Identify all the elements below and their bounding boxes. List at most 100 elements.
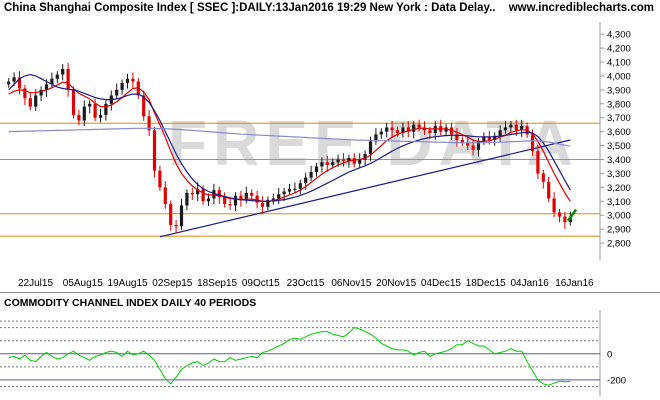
x-tick-label: 04Dec15 [421, 278, 461, 289]
price-y-tick-label: 2,800 [607, 239, 631, 250]
candle-body [163, 187, 167, 205]
candle-body [379, 131, 383, 135]
price-y-tick-label: 3,800 [607, 99, 631, 110]
candle-body [23, 88, 27, 99]
candle-body [12, 77, 16, 82]
candle-body [28, 98, 32, 107]
candle-body [482, 137, 486, 142]
candle-body [282, 191, 286, 195]
candle-body [557, 212, 562, 217]
candle-body [206, 198, 211, 202]
candle-body [422, 127, 427, 131]
candle-body [55, 74, 59, 79]
candle-body [417, 124, 421, 128]
candle-body [341, 159, 346, 161]
x-tick-label: 23Oct15 [287, 278, 325, 289]
candle-body [66, 68, 70, 90]
price-y-tick-label: 2,900 [607, 225, 631, 236]
candle-body [520, 126, 524, 131]
candle-body [363, 153, 367, 160]
candle-body [271, 198, 275, 200]
candle-body [44, 84, 49, 90]
candle-body [98, 114, 103, 118]
candle-body [82, 106, 86, 121]
candle-body [277, 194, 281, 199]
website-label[interactable]: www.incrediblecharts.com [508, 2, 654, 14]
cci-title: COMMODITY CHANNEL INDEX DAILY 40 PERIODS [4, 297, 257, 309]
x-tick-label: 06Nov15 [331, 278, 371, 289]
price-y-tick-label: 3,500 [607, 141, 631, 152]
candle-body [428, 130, 432, 134]
candle-body [93, 103, 97, 118]
candle-body [493, 135, 497, 140]
candle-body [514, 124, 518, 131]
cci-line [8, 327, 571, 386]
candle-body [547, 181, 551, 199]
ma_medium-line [8, 73, 571, 202]
candle-body [385, 127, 389, 132]
candle-body [71, 89, 76, 115]
candle-body [120, 82, 124, 90]
candle-body [266, 199, 270, 207]
candle-body [476, 141, 481, 150]
candle-body [455, 134, 459, 140]
candle-body [304, 177, 308, 184]
candle-body [433, 126, 437, 134]
x-tick-label: 20Nov15 [376, 278, 416, 289]
candle-body [244, 192, 248, 200]
candle-body [255, 195, 259, 203]
candle-body [201, 188, 205, 202]
candle-body [449, 127, 454, 135]
candle-body [50, 78, 54, 85]
price-y-tick-label: 4,100 [607, 58, 631, 69]
price-y-tick-label: 4,000 [607, 71, 631, 82]
candle-body [358, 159, 362, 164]
candle-body [498, 130, 502, 136]
chart-title: China Shanghai Composite Index [ SSEC ]:… [4, 2, 496, 14]
candle-body [212, 190, 216, 199]
candle-body [34, 95, 38, 107]
candle-body [77, 114, 81, 121]
candle-body [568, 217, 572, 223]
candle-body [7, 81, 11, 85]
candle-body [228, 204, 232, 206]
candle-body [169, 204, 173, 225]
x-tick-label: 22Jul15 [18, 278, 53, 289]
latest-bar-marker [566, 208, 578, 222]
candle-body [503, 127, 508, 131]
candle-body [390, 127, 394, 131]
x-tick-label: 19Aug15 [108, 278, 148, 289]
price-y-tick-label: 3,900 [607, 85, 631, 96]
candle-body [395, 130, 400, 134]
candle-body [314, 166, 319, 173]
x-tick-label: 18Sep15 [197, 278, 237, 289]
candle-body [487, 137, 491, 140]
candle-body [374, 134, 378, 142]
price-y-tick-label: 3,100 [607, 197, 631, 208]
price-y-tick-label: 3,200 [607, 183, 631, 194]
candle-body [131, 78, 135, 82]
candle-body [115, 89, 119, 96]
candle-body [223, 197, 227, 205]
candle-body [347, 158, 351, 161]
price-y-tick-label: 3,300 [607, 169, 631, 180]
candle-body [541, 173, 545, 182]
candle-body [412, 124, 416, 132]
candle-body [471, 145, 475, 150]
ma_long-line [8, 127, 571, 147]
candle-body [563, 216, 567, 223]
candle-body [104, 103, 108, 115]
x-tick-label: 05Aug15 [63, 278, 103, 289]
candle-body [309, 172, 313, 178]
cci-y-tick-label: 0 [607, 349, 612, 360]
candle-body [17, 77, 22, 89]
candle-body [320, 162, 324, 167]
candle-body [552, 198, 556, 213]
x-tick-label: 02Sep15 [152, 278, 192, 289]
candle-body [260, 202, 265, 207]
candle-body [190, 192, 194, 195]
candle-body [287, 188, 292, 192]
candle-body [152, 130, 157, 171]
candle-body [196, 188, 200, 195]
